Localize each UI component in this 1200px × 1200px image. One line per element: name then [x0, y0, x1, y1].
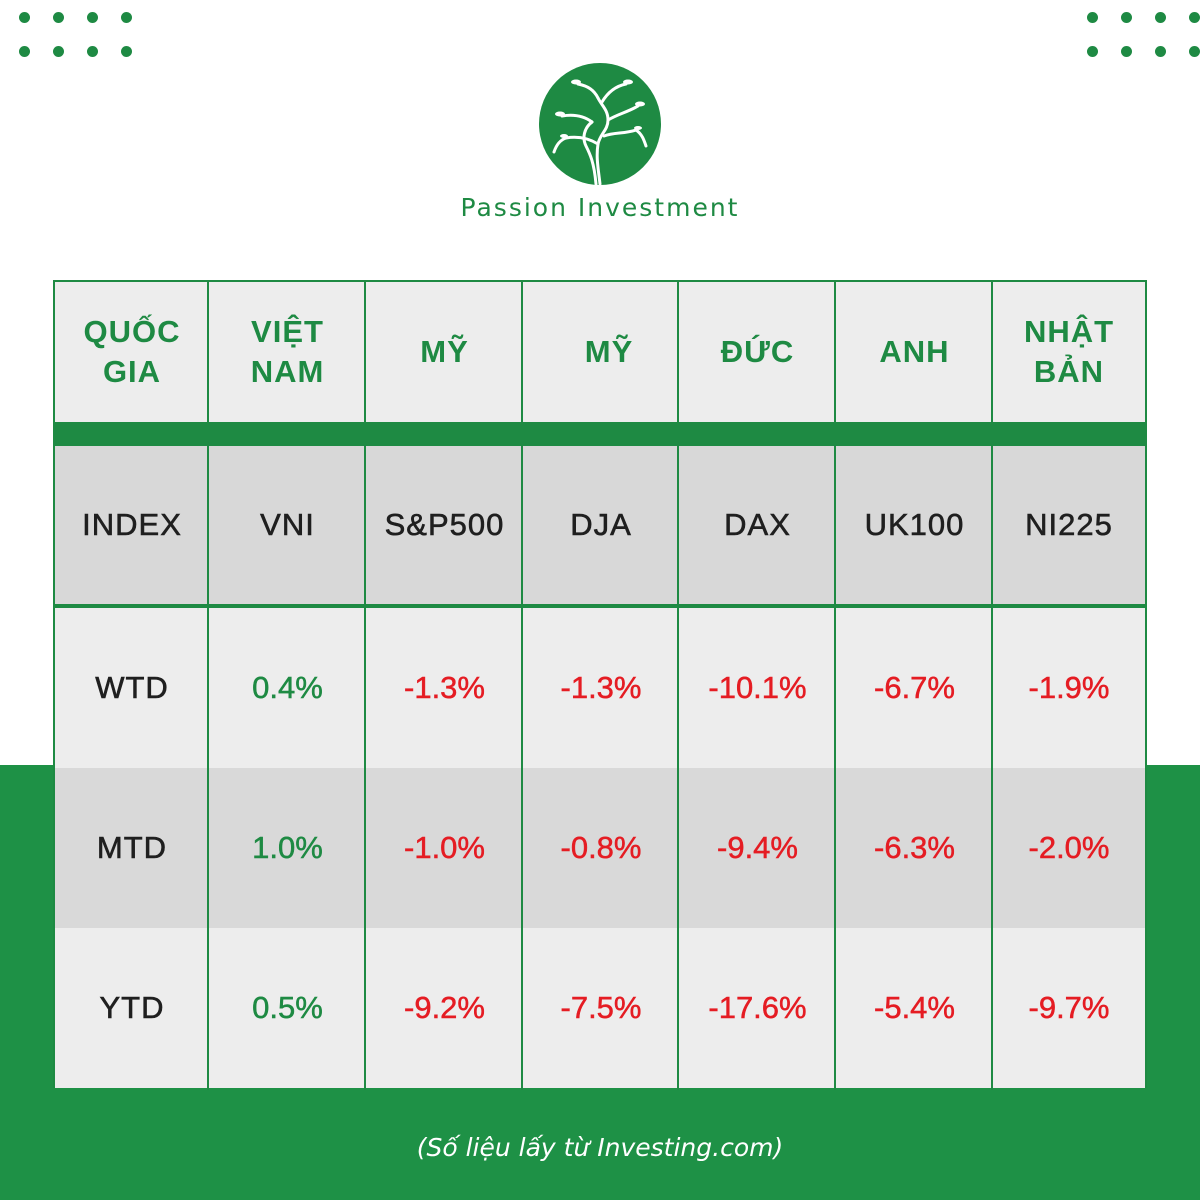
index-name: DAX — [724, 507, 791, 543]
header-country: NHẬT BẢN — [1023, 314, 1115, 389]
value-cell: -2.0% — [1028, 830, 1110, 866]
row-label: INDEX — [82, 507, 182, 543]
value-cell: -0.8% — [560, 830, 642, 866]
table-row: YTD 0.5% -9.2% -7.5% -17.6% -5.4% -9.7% — [55, 928, 1145, 1088]
value-cell: -9.7% — [1028, 990, 1110, 1026]
tree-logo-icon — [539, 63, 661, 186]
row-label: MTD — [96, 830, 168, 866]
table-row: WTD 0.4% -1.3% -1.3% -10.1% -6.7% -1.9% — [55, 608, 1145, 768]
header-country: VIỆT NAM — [250, 314, 325, 389]
value-cell: -9.4% — [717, 830, 798, 866]
market-index-table: QUỐC GIA VIỆT NAM MỸ MỸ ĐỨC ANH NHẬT BẢN… — [53, 280, 1147, 1090]
brand-name: Passion Investment — [460, 193, 740, 222]
header-country: MỸ — [584, 334, 634, 369]
value-cell: -5.4% — [874, 990, 955, 1026]
column-divider — [521, 282, 523, 1090]
index-name: S&P500 — [384, 507, 505, 543]
header-country: ANH — [879, 334, 950, 369]
column-divider — [677, 282, 679, 1090]
value-cell: -7.5% — [560, 990, 642, 1026]
column-divider — [207, 282, 209, 1090]
value-cell: 0.4% — [252, 670, 323, 706]
index-name: NI225 — [1025, 507, 1113, 543]
source-note: (Số liệu lấy từ Investing.com) — [416, 1133, 784, 1162]
index-name: VNI — [260, 507, 315, 543]
value-cell: 1.0% — [252, 830, 323, 866]
value-cell: -9.2% — [404, 990, 485, 1026]
value-cell: -17.6% — [708, 990, 807, 1026]
column-divider — [364, 282, 366, 1090]
value-cell: -6.3% — [874, 830, 955, 866]
decorative-dots-left — [19, 12, 132, 57]
column-divider — [991, 282, 993, 1090]
value-cell: -6.7% — [874, 670, 955, 706]
row-label: YTD — [99, 990, 165, 1026]
value-cell: -1.9% — [1028, 670, 1110, 706]
decorative-dots-right — [1087, 12, 1200, 57]
header-country: ĐỨC — [720, 334, 795, 369]
row-label: WTD — [95, 670, 169, 706]
index-name: DJA — [570, 507, 632, 543]
header-label: QUỐC GIA — [83, 314, 181, 389]
index-row: INDEX VNI S&P500 DJA DAX UK100 NI225 — [55, 446, 1145, 604]
header-divider — [55, 422, 1145, 446]
header-country: MỸ — [420, 334, 469, 369]
value-cell: -1.0% — [404, 830, 485, 866]
value-cell: -10.1% — [708, 670, 807, 706]
value-cell: -1.3% — [560, 670, 642, 706]
value-cell: -1.3% — [404, 670, 485, 706]
value-cell: 0.5% — [252, 990, 323, 1026]
index-divider — [55, 604, 1145, 608]
column-divider — [834, 282, 836, 1090]
index-name: UK100 — [864, 507, 965, 543]
table-row: MTD 1.0% -1.0% -0.8% -9.4% -6.3% -2.0% — [55, 768, 1145, 928]
header-row: QUỐC GIA VIỆT NAM MỸ MỸ ĐỨC ANH NHẬT BẢN — [55, 282, 1145, 422]
